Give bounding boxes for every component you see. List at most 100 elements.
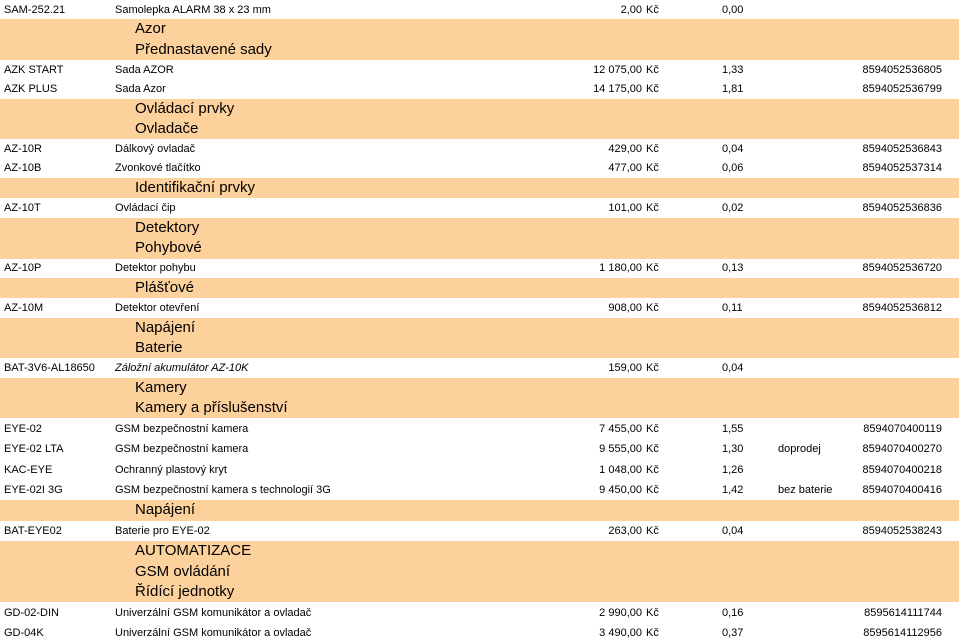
product-ean: 8595614112956 [863, 627, 942, 640]
category-title: Identifikační prvky [135, 179, 256, 197]
product-ean: 8594052536805 [862, 63, 942, 76]
category-title: Kamery [135, 378, 187, 396]
product-row: AZK START Sada AZOR 12 075,00 Kč 1,33 8594052… [0, 60, 959, 79]
product-code: AZK PLUS [4, 83, 58, 96]
product-price: 908,00 [608, 301, 642, 314]
product-price: 3 490,00 [599, 627, 642, 640]
product-name: GSM bezpečnostní kamera [115, 443, 249, 456]
product-ean: 8594070400416 [862, 484, 942, 497]
category-title: AUTOMATIZACE [135, 542, 252, 560]
product-price: 9 555,00 [599, 443, 642, 456]
product-code: AZ-10P [4, 262, 42, 275]
currency-label: Kč [646, 422, 659, 435]
product-name: Dálkový ovladač [115, 143, 196, 156]
category-header: AUTOMATIZACE [0, 541, 959, 562]
category-header: Plášťové [0, 277, 959, 299]
product-name: Univerzální GSM komunikátor a ovladač [115, 627, 312, 640]
category-title: Přednastavené sady [135, 40, 272, 58]
product-code: KAC-EYE [4, 463, 53, 476]
category-header: Detektory [0, 217, 959, 239]
product-code: AZ-10M [4, 301, 44, 314]
product-code: EYE-02 LTA [4, 443, 64, 456]
product-weight: 0,16 [722, 606, 744, 619]
currency-label: Kč [646, 361, 659, 374]
category-header: Napájení [0, 317, 959, 338]
product-code: AZK START [4, 63, 64, 76]
product-note: doprodej [778, 443, 821, 456]
product-name: Zvonkové tlačítko [115, 162, 201, 175]
product-row: SAM-252.21 Samolepka ALARM 38 x 23 mm 2,00… [0, 0, 959, 19]
product-weight: 0,04 [722, 525, 744, 537]
product-name: Ochranný plastový kryt [115, 463, 227, 476]
product-price: 1 048,00 [599, 463, 642, 476]
currency-label: Kč [646, 484, 659, 497]
category-title: Ovládací prvky [135, 99, 235, 117]
product-ean: 8594070400270 [862, 443, 942, 456]
product-weight: 0,00 [722, 3, 744, 16]
category-title: Detektory [135, 218, 200, 236]
product-name: Univerzální GSM komunikátor a ovladač [115, 606, 312, 619]
category-title: Napájení [135, 501, 196, 519]
product-weight: 0,13 [722, 262, 744, 275]
product-code: EYE-02I 3G [4, 484, 63, 497]
product-name: Záložní akumulátor AZ-10K [115, 361, 249, 374]
currency-label: Kč [646, 63, 659, 76]
product-price: 101,00 [608, 202, 642, 215]
product-name: Ovládací čip [115, 202, 176, 215]
category-header: Pohybové [0, 238, 959, 259]
product-weight: 1,81 [722, 83, 744, 96]
product-code: EYE-02 [4, 422, 42, 435]
product-name: GSM bezpečnostní kamera [115, 422, 249, 435]
currency-label: Kč [646, 83, 659, 96]
product-ean: 8594070400119 [863, 422, 942, 435]
product-weight: 1,30 [722, 443, 744, 456]
product-price: 159,00 [608, 361, 642, 374]
product-code: BAT-3V6-AL18650 [4, 361, 95, 374]
category-header: Kamery a příslušenství [0, 397, 959, 419]
product-row: AZ-10R Dálkový ovladač 429,00 Kč 0,04 8594052… [0, 139, 959, 158]
product-row: BAT-EYE02 Baterie pro EYE-02 263,00 Kč 0,04 8… [0, 521, 959, 542]
product-ean: 8594052536812 [862, 301, 942, 314]
product-row: AZK PLUS Sada Azor 14 175,00 Kč 1,81 85940525… [0, 79, 959, 98]
product-name: Baterie pro EYE-02 [115, 525, 210, 537]
product-ean: 8594070400218 [862, 463, 942, 476]
currency-label: Kč [646, 525, 659, 537]
product-price: 2,00 [620, 3, 642, 16]
category-title: Kamery a příslušenství [135, 398, 288, 416]
category-header: GSM ovládání [0, 561, 959, 583]
category-title: Plášťové [135, 278, 194, 296]
product-row: GD-04K Univerzální GSM komunikátor a ovla… [0, 623, 959, 643]
product-row: EYE-02I 3G GSM bezpečnostní kamera s tech… [0, 480, 959, 501]
currency-label: Kč [646, 463, 659, 476]
currency-label: Kč [646, 606, 659, 619]
product-code: AZ-10T [4, 202, 41, 215]
product-row: GD-02-DIN Univerzální GSM komunikátor a o… [0, 602, 959, 623]
category-title: GSM ovládání [135, 562, 231, 580]
category-title: Azor [135, 20, 166, 38]
product-ean: 8594052536720 [862, 262, 942, 275]
product-weight: 0,04 [722, 361, 744, 374]
product-price: 14 175,00 [593, 83, 642, 96]
product-code: GD-04K [4, 627, 44, 640]
category-title: Baterie [135, 338, 183, 356]
product-weight: 1,42 [722, 484, 744, 497]
category-header: Ovladače [0, 119, 959, 140]
category-title: Řídící jednotky [135, 583, 235, 601]
category-header: Napájení [0, 500, 959, 521]
category-title: Pohybové [135, 239, 202, 257]
product-code: BAT-EYE02 [4, 525, 62, 537]
category-header: Azor [0, 19, 959, 40]
product-price: 7 455,00 [599, 422, 642, 435]
product-price: 12 075,00 [593, 63, 642, 76]
product-row: KAC-EYE Ochranný plastový kryt 1 048,00 Kč 1… [0, 459, 959, 480]
product-weight: 1,55 [722, 422, 744, 435]
currency-label: Kč [646, 202, 659, 215]
product-name: GSM bezpečnostní kamera s technologií 3G [115, 484, 331, 497]
product-name: Sada Azor [115, 83, 166, 96]
product-weight: 0,06 [722, 162, 744, 175]
product-weight: 0,37 [722, 627, 744, 640]
product-row: BAT-3V6-AL18650 Záložní akumulátor AZ-10K… [0, 358, 959, 377]
category-header: Přednastavené sady [0, 39, 959, 61]
category-header: Baterie [0, 337, 959, 359]
product-price: 9 450,00 [599, 484, 642, 497]
